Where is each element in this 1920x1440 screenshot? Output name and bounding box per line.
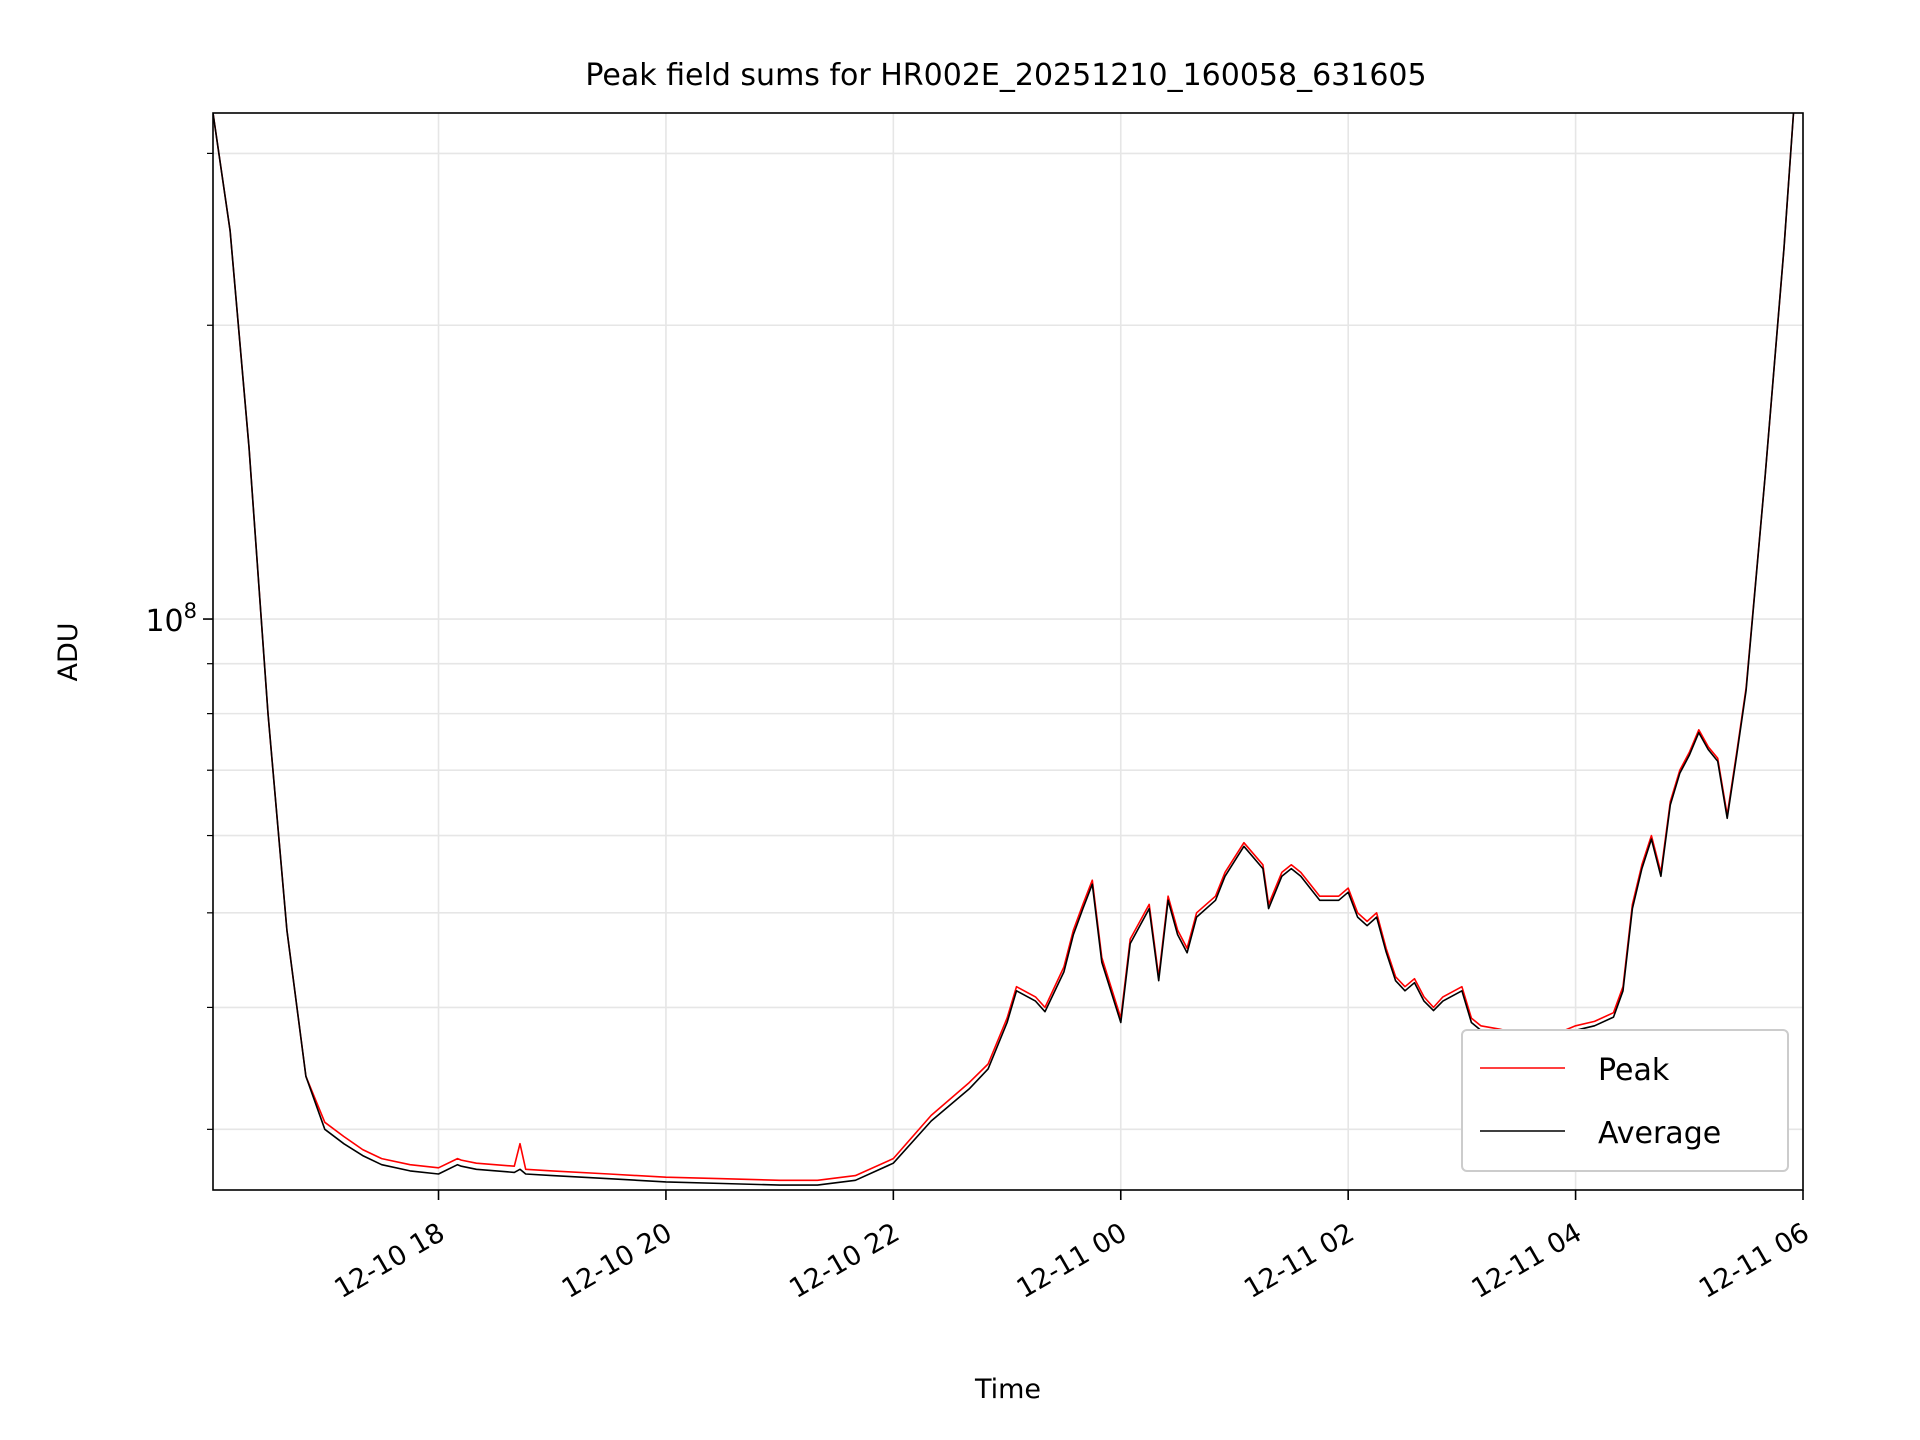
- legend: Peak Average: [1461, 1029, 1789, 1172]
- chart-title: Peak field sums for HR002E_20251210_1600…: [585, 58, 1426, 93]
- y-axis: 108: [145, 152, 213, 1130]
- plot-area: [213, 113, 1795, 1186]
- legend-peak-label: Peak: [1598, 1053, 1670, 1088]
- x-axis-label: Time: [974, 1374, 1041, 1405]
- grid: [213, 113, 1804, 1190]
- average-series-line: [213, 113, 1795, 1186]
- plot-frame: [212, 112, 1804, 1191]
- legend-average-label: Average: [1598, 1116, 1721, 1151]
- legend-box: [1461, 1029, 1789, 1172]
- y-tick-label: 108: [145, 599, 197, 639]
- y-axis-label: ADU: [53, 622, 84, 681]
